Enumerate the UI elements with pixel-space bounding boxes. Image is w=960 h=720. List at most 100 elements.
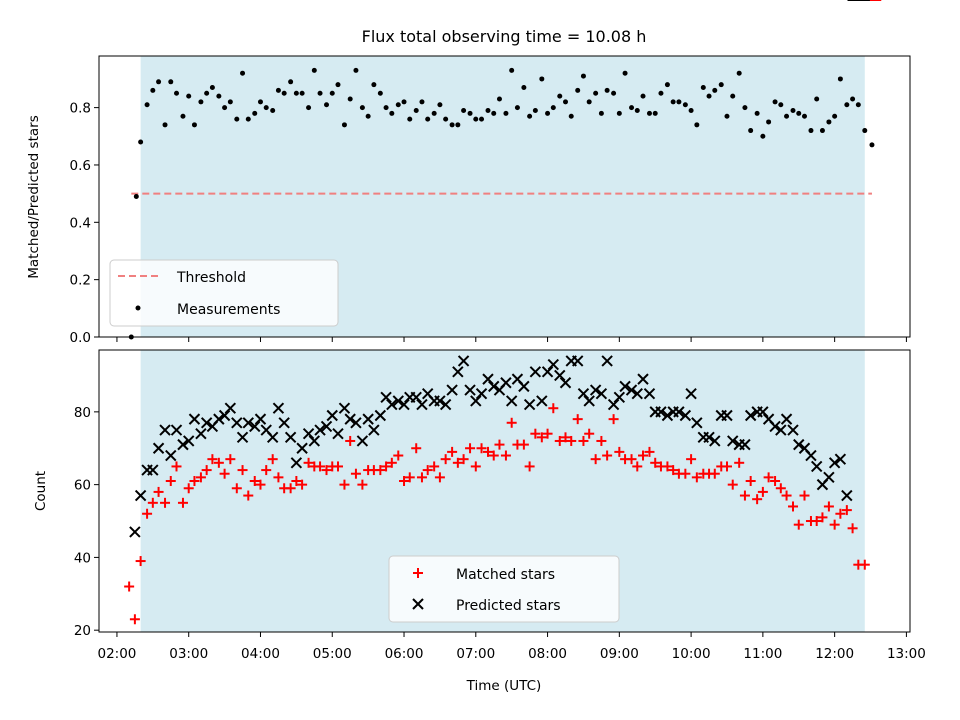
matched-star-point [829, 519, 840, 530]
measurement-point [270, 107, 276, 113]
measurement-point [419, 99, 425, 105]
measurement-point [790, 107, 796, 113]
measurement-point [550, 105, 556, 111]
matched-star-point [267, 454, 278, 465]
measurement-point [611, 90, 617, 96]
measurement-point [706, 93, 712, 99]
matched-star-point [207, 454, 218, 465]
predicted-star-point [703, 431, 715, 444]
matched-star-point [530, 428, 541, 439]
measurement-point [814, 96, 820, 102]
measurement-point [688, 107, 694, 113]
matched-star-point [321, 465, 332, 476]
matched-star-point [763, 472, 774, 483]
matched-star-point [793, 519, 804, 530]
matched-star-point [721, 461, 732, 472]
matched-star-point [177, 497, 188, 508]
figure-title: Flux total observing time = 10.08 h [362, 27, 647, 46]
matched-star-point [650, 457, 661, 468]
predicted-star-point [439, 398, 452, 411]
predicted-star-point [242, 417, 254, 429]
measurement-point [156, 79, 162, 85]
matched-star-point [775, 483, 786, 494]
x-tick-label: 12:00 [815, 646, 854, 662]
matched-star-point [727, 479, 738, 490]
measurement-point [784, 113, 790, 119]
predicted-star-point [679, 409, 692, 422]
measurement-point [521, 85, 527, 91]
predicted-star-point [559, 377, 572, 389]
x-axis-label: Time (UTC) [466, 678, 542, 694]
matched-star-point [255, 479, 266, 490]
measurement-point [467, 110, 473, 116]
predicted-star-point [475, 387, 488, 400]
x-tick-label: 05:00 [313, 646, 352, 662]
x-tick-label: 02:00 [97, 646, 136, 662]
matched-star-point [470, 461, 481, 472]
predicted-star-point [320, 420, 333, 433]
measurement-point [869, 142, 875, 148]
x-tick-label: 11:00 [743, 646, 782, 662]
predicted-star-point [188, 413, 201, 425]
measurement-point [629, 105, 635, 111]
matched-star-point [315, 461, 326, 472]
measurement-point [359, 105, 365, 111]
matched-star-point [124, 581, 135, 592]
measurement-point [377, 90, 383, 96]
predicted-star-point [416, 398, 428, 411]
measurement-point [604, 87, 610, 93]
predicted-star-point [518, 380, 530, 393]
matched-star-point [171, 461, 182, 472]
matched-star-point [213, 457, 224, 468]
matched-star-point [447, 446, 458, 457]
predicted-star-point [362, 413, 374, 425]
predicted-star-point [314, 424, 326, 436]
matched-star-point [524, 461, 535, 472]
predicted-star-point [500, 377, 512, 389]
matched-star-point [590, 454, 601, 465]
predicted-star-point [434, 395, 446, 407]
legend-predicted-swatch [412, 598, 424, 610]
matched-star-point [662, 461, 673, 472]
measurement-point [557, 93, 563, 99]
measurement-point [766, 119, 772, 125]
matched-star-point [273, 472, 284, 483]
measurement-point [437, 102, 443, 108]
predicted-star-point [290, 457, 303, 469]
predicted-star-point [541, 366, 554, 378]
x-tick-label: 04:00 [241, 646, 280, 662]
matched-star-point [285, 483, 296, 494]
measurement-point [275, 87, 281, 93]
measurement-point [575, 87, 581, 93]
measurement-point [413, 107, 419, 113]
measurement-point [180, 113, 186, 119]
matched-star-point [429, 461, 440, 472]
matched-star-point [709, 468, 720, 479]
matched-star-point [584, 428, 595, 439]
measurement-point [509, 67, 515, 73]
measurement-point [162, 122, 168, 128]
matched-star-point [195, 472, 206, 483]
matched-star-point [357, 479, 368, 490]
matched-star-point [153, 486, 164, 497]
matched-star-point [219, 468, 230, 479]
matched-star-point [608, 414, 619, 425]
measurement-point [514, 105, 520, 111]
measurement-point [539, 76, 545, 82]
top-plot-frame [98, 55, 911, 338]
measurement-point [281, 90, 287, 96]
matched-star-point [638, 450, 649, 461]
matched-star-point [476, 443, 487, 454]
measurement-point [389, 110, 395, 116]
matched-star-point [142, 508, 153, 519]
predicted-star-point [457, 355, 470, 367]
measurement-point [227, 99, 233, 105]
measurement-point [808, 128, 814, 134]
matched-star-point [632, 461, 643, 472]
predicted-star-point [685, 387, 697, 400]
predicted-star-point [296, 442, 308, 454]
predicted-star-point [356, 435, 369, 447]
measurement-point [682, 102, 688, 108]
matched-star-point [626, 454, 637, 465]
measurement-point [754, 110, 760, 116]
